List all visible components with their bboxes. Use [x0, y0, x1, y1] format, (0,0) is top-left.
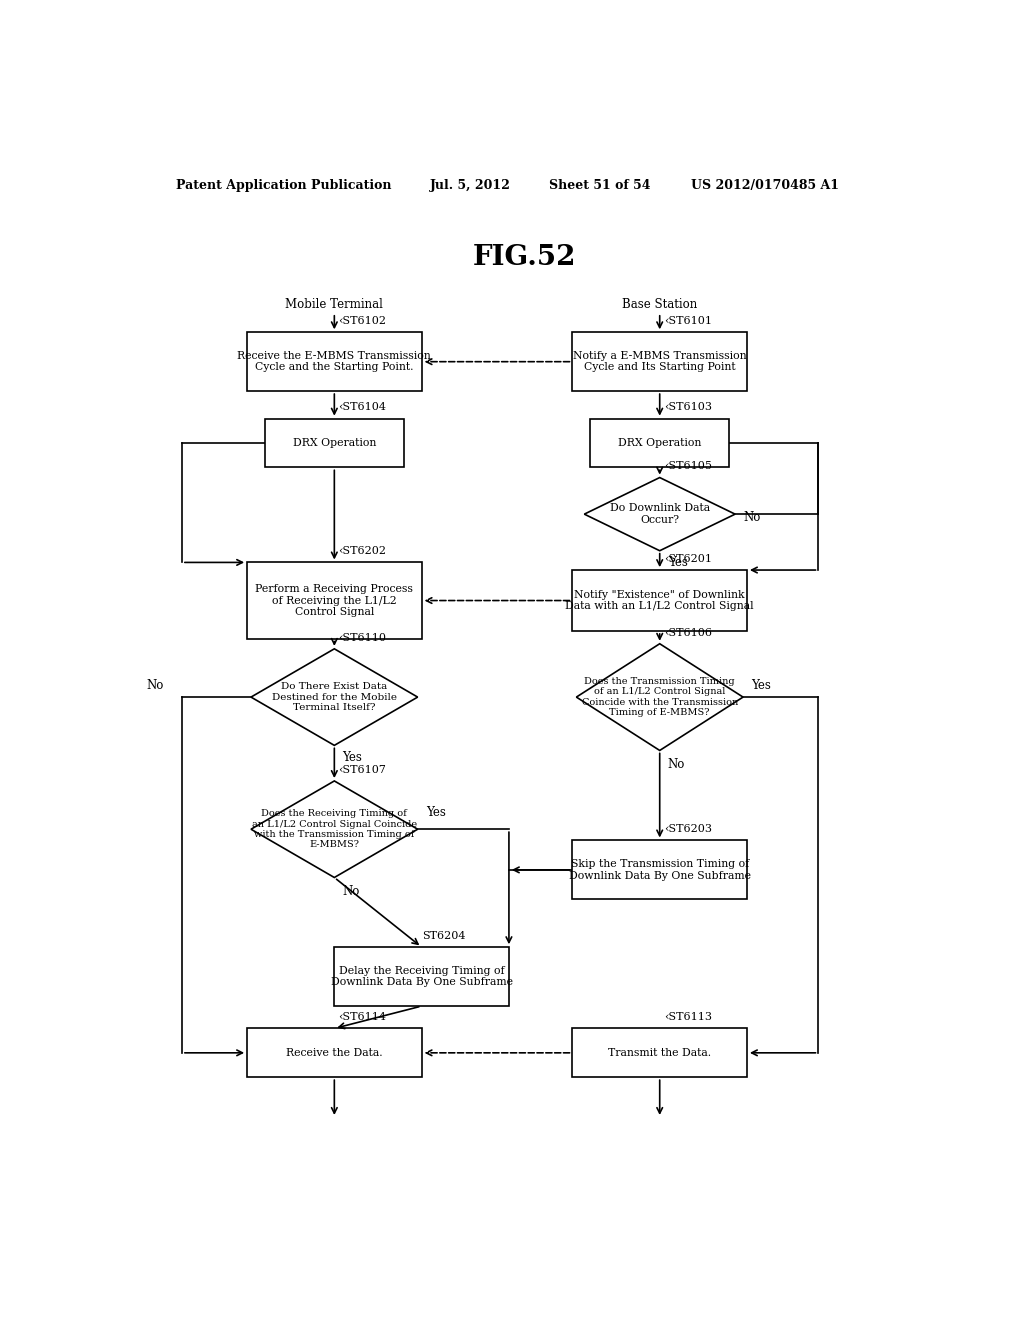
FancyBboxPatch shape — [247, 333, 422, 391]
FancyBboxPatch shape — [265, 418, 403, 467]
Text: No: No — [668, 758, 685, 771]
Text: Notify a E-MBMS Transmission
Cycle and Its Starting Point: Notify a E-MBMS Transmission Cycle and I… — [572, 351, 746, 372]
FancyBboxPatch shape — [572, 333, 748, 391]
Text: Does the Transmission Timing
of an L1/L2 Control Signal
Coincide with the Transm: Does the Transmission Timing of an L1/L2… — [582, 677, 738, 717]
FancyBboxPatch shape — [247, 562, 422, 639]
Text: ‹ST6203: ‹ST6203 — [664, 824, 712, 834]
Text: Notify "Existence" of Downlink
Data with an L1/L2 Control Signal: Notify "Existence" of Downlink Data with… — [565, 590, 754, 611]
Text: ‹ST6113: ‹ST6113 — [664, 1012, 712, 1022]
Text: ‹ST6101: ‹ST6101 — [664, 315, 712, 326]
Polygon shape — [585, 478, 735, 550]
Text: Receive the E-MBMS Transmission
Cycle and the Starting Point.: Receive the E-MBMS Transmission Cycle an… — [238, 351, 431, 372]
Text: No: No — [743, 511, 761, 524]
Text: Does the Receiving Timing of
an L1/L2 Control Signal Coincide
with the Transmiss: Does the Receiving Timing of an L1/L2 Co… — [252, 809, 417, 849]
Text: No: No — [342, 884, 359, 898]
Text: Jul. 5, 2012: Jul. 5, 2012 — [430, 180, 510, 191]
Text: ‹ST6103: ‹ST6103 — [664, 403, 712, 412]
Text: Do There Exist Data
Destined for the Mobile
Terminal Itself?: Do There Exist Data Destined for the Mob… — [271, 682, 397, 711]
Polygon shape — [577, 644, 743, 751]
Text: ST6204: ST6204 — [422, 931, 465, 941]
Text: ‹ST6201: ‹ST6201 — [664, 554, 712, 564]
FancyBboxPatch shape — [247, 1028, 422, 1077]
FancyBboxPatch shape — [572, 841, 748, 899]
Text: ‹ST6110: ‹ST6110 — [338, 632, 386, 643]
Text: Transmit the Data.: Transmit the Data. — [608, 1048, 712, 1057]
Text: DRX Operation: DRX Operation — [618, 438, 701, 447]
Text: Base Station: Base Station — [623, 298, 697, 310]
FancyBboxPatch shape — [334, 948, 509, 1006]
Text: DRX Operation: DRX Operation — [293, 438, 376, 447]
FancyBboxPatch shape — [590, 418, 729, 467]
Text: ‹ST6202: ‹ST6202 — [338, 546, 386, 556]
Text: ‹ST6114: ‹ST6114 — [338, 1012, 386, 1022]
Text: Yes: Yes — [426, 807, 445, 818]
Text: ‹ST6102: ‹ST6102 — [338, 315, 386, 326]
Text: Receive the Data.: Receive the Data. — [286, 1048, 383, 1057]
Text: US 2012/0170485 A1: US 2012/0170485 A1 — [691, 180, 840, 191]
Polygon shape — [251, 781, 418, 878]
Text: Mobile Terminal: Mobile Terminal — [286, 298, 383, 310]
Text: Skip the Transmission Timing of
Downlink Data By One Subframe: Skip the Transmission Timing of Downlink… — [568, 859, 751, 880]
Text: Yes: Yes — [668, 556, 687, 569]
Text: ‹ST6104: ‹ST6104 — [338, 403, 386, 412]
Text: Yes: Yes — [342, 751, 362, 764]
Text: FIG.52: FIG.52 — [473, 244, 577, 271]
Text: Perform a Receiving Process
of Receiving the L1/L2
Control Signal: Perform a Receiving Process of Receiving… — [255, 583, 414, 618]
Text: ‹ST6106: ‹ST6106 — [664, 627, 712, 638]
Polygon shape — [251, 649, 418, 746]
Text: Sheet 51 of 54: Sheet 51 of 54 — [549, 180, 650, 191]
Text: No: No — [146, 678, 164, 692]
FancyBboxPatch shape — [572, 1028, 748, 1077]
Text: ‹ST6107: ‹ST6107 — [338, 764, 386, 775]
Text: Patent Application Publication: Patent Application Publication — [176, 180, 391, 191]
Text: Delay the Receiving Timing of
Downlink Data By One Subframe: Delay the Receiving Timing of Downlink D… — [331, 966, 513, 987]
Text: Yes: Yes — [751, 678, 771, 692]
Text: ‹ST6105: ‹ST6105 — [664, 462, 712, 471]
FancyBboxPatch shape — [572, 570, 748, 631]
Text: Do Downlink Data
Occur?: Do Downlink Data Occur? — [609, 503, 710, 525]
